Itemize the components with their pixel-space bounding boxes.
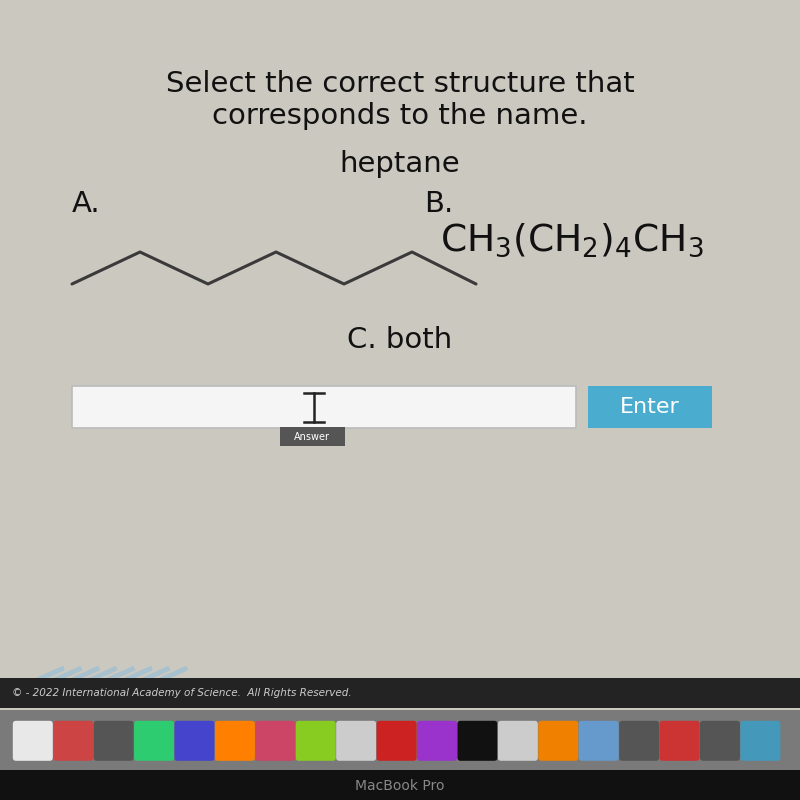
- FancyBboxPatch shape: [336, 721, 376, 761]
- FancyBboxPatch shape: [54, 721, 94, 761]
- Bar: [0, 678, 800, 708]
- FancyBboxPatch shape: [700, 721, 740, 761]
- Text: Enter: Enter: [620, 397, 680, 418]
- FancyBboxPatch shape: [417, 721, 457, 761]
- Text: Answer: Answer: [294, 432, 330, 442]
- Bar: [0, 710, 800, 770]
- FancyBboxPatch shape: [538, 721, 578, 761]
- FancyBboxPatch shape: [740, 721, 780, 761]
- Text: B.: B.: [424, 190, 454, 218]
- FancyBboxPatch shape: [13, 721, 53, 761]
- FancyBboxPatch shape: [578, 721, 618, 761]
- Bar: [0, 770, 800, 800]
- Text: MacBook Pro: MacBook Pro: [355, 778, 445, 793]
- FancyBboxPatch shape: [134, 721, 174, 761]
- Text: $\mathregular{CH_3(CH_2)_4CH_3}$: $\mathregular{CH_3(CH_2)_4CH_3}$: [440, 222, 704, 258]
- Text: heptane: heptane: [340, 150, 460, 178]
- FancyBboxPatch shape: [174, 721, 214, 761]
- FancyBboxPatch shape: [215, 721, 255, 761]
- Bar: [279, 427, 345, 446]
- Text: corresponds to the name.: corresponds to the name.: [212, 102, 588, 130]
- Bar: [72, 386, 576, 428]
- FancyBboxPatch shape: [659, 721, 699, 761]
- FancyBboxPatch shape: [498, 721, 538, 761]
- FancyBboxPatch shape: [296, 721, 336, 761]
- FancyBboxPatch shape: [458, 721, 498, 761]
- FancyBboxPatch shape: [255, 721, 295, 761]
- Text: C. both: C. both: [347, 326, 453, 354]
- FancyBboxPatch shape: [619, 721, 659, 761]
- Bar: [588, 386, 712, 428]
- FancyBboxPatch shape: [94, 721, 134, 761]
- Text: A.: A.: [72, 190, 101, 218]
- FancyBboxPatch shape: [377, 721, 417, 761]
- Text: © - 2022 International Academy of Science.  All Rights Reserved.: © - 2022 International Academy of Scienc…: [12, 688, 352, 698]
- Text: Select the correct structure that: Select the correct structure that: [166, 70, 634, 98]
